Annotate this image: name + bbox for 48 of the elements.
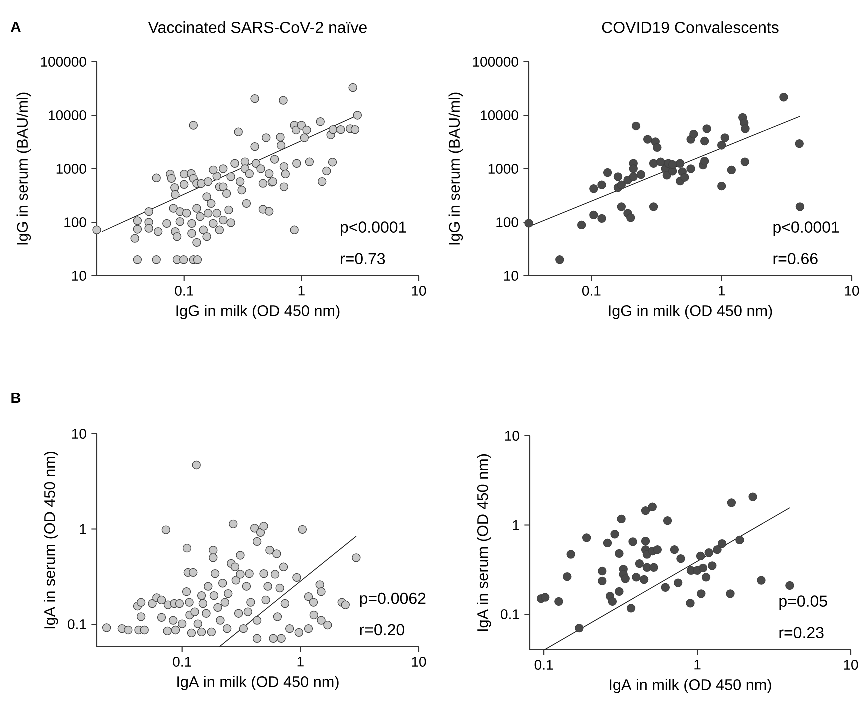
annotation: p=0.0062 <box>360 592 426 608</box>
y-tick-label: 10000 <box>481 110 518 120</box>
y-tick-label: 100 <box>496 218 518 228</box>
chart-title: Vaccinated SARS-CoV-2 naïve <box>148 22 367 34</box>
y-tick-label: 1000 <box>56 164 86 174</box>
y-tick-label: 10000 <box>49 110 86 120</box>
annotation: p<0.0001 <box>774 222 840 236</box>
text: B <box>12 392 21 404</box>
annotation: r=0.20 <box>360 624 404 636</box>
x-tick-label: 0.1 <box>582 286 601 296</box>
x-tick-label: 1 <box>298 657 304 667</box>
y-tick-label: 10 <box>72 271 86 281</box>
chart-title: COVID19 Convalescents <box>602 22 779 34</box>
x-tick-label: 10 <box>845 286 860 296</box>
x-tick-label: 10 <box>844 660 858 670</box>
x-tick-label: 1 <box>719 286 726 296</box>
annotation: r=0.23 <box>780 627 824 639</box>
annotation: r=0.73 <box>341 253 386 265</box>
x-axis-title: IgG in milk (OD 450 nm) <box>176 305 340 320</box>
y-tick-label: 10 <box>505 431 520 441</box>
y-axis-title: IgG in serum (BAU/ml) <box>16 92 32 245</box>
y-tick-label: 0.1 <box>501 610 520 620</box>
x-tick-label: 0.1 <box>175 286 194 296</box>
text: A <box>11 22 21 32</box>
x-axis-title: IgG in milk (OD 450 nm) <box>609 305 772 320</box>
x-tick-label: 1 <box>298 286 305 296</box>
y-tick-label: 1000 <box>488 164 518 174</box>
annotation: p<0.0001 <box>341 222 406 236</box>
x-tick-label: 0.1 <box>173 657 192 667</box>
y-axis-title: IgA in serum (OD 450 nm) <box>44 452 58 629</box>
x-tick-label: 10 <box>412 657 426 667</box>
x-tick-label: 1 <box>694 660 701 670</box>
y-axis-title: IgG in serum (BAU/ml) <box>448 92 464 245</box>
y-axis-title: IgA in serum (OD 450 nm) <box>477 454 492 632</box>
y-tick-label: 1 <box>513 520 520 530</box>
x-tick-label: 10 <box>412 286 426 296</box>
y-tick-label: 100 <box>64 218 86 228</box>
x-axis-title: IgA in milk (OD 450 nm) <box>178 676 339 690</box>
y-tick-label: 1 <box>80 524 86 534</box>
x-tick-label: 0.1 <box>534 660 554 670</box>
y-tick-label: 10 <box>72 429 86 439</box>
y-tick-label: 100000 <box>41 57 86 67</box>
annotation: p=0.05 <box>780 596 828 610</box>
y-tick-label: 100000 <box>473 57 518 67</box>
annotation: r=0.66 <box>774 253 818 265</box>
y-tick-label: 0.1 <box>68 620 86 630</box>
y-tick-label: 10 <box>504 271 518 281</box>
x-axis-title: IgA in milk (OD 450 nm) <box>610 679 772 694</box>
